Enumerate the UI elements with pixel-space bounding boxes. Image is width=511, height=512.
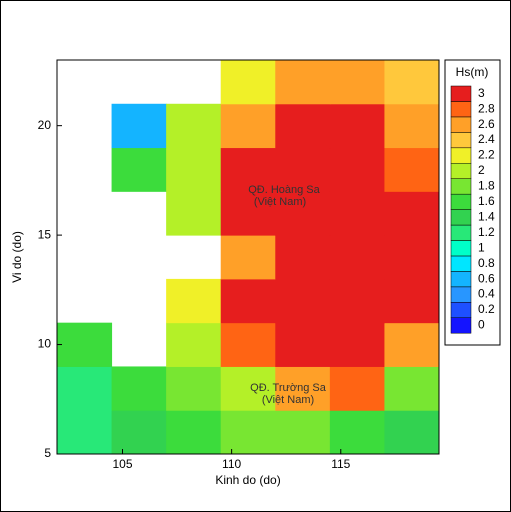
x-tick-label: 115 [331,457,350,471]
heat-cell [111,410,167,455]
colorbar-tick-label: 0.4 [478,287,495,301]
heat-cell [329,103,385,149]
annotation: (Việt Nam) [254,196,306,208]
colorbar-swatch [450,302,472,318]
heat-cell [384,103,440,149]
heat-cell [220,366,276,411]
colorbar-swatch [450,224,472,241]
heat-cell [384,366,440,411]
colorbar-tick-label: 2.8 [478,101,495,115]
heat-cell [166,103,222,149]
colorbar-tick-label: 0.2 [478,302,495,316]
y-tick-label: 5 [44,446,51,460]
colorbar-swatch [450,147,472,164]
heat-cell [384,278,440,324]
heat-cell [220,235,276,280]
colorbar-tick-label: 0 [478,318,485,332]
colorbar-swatch [450,132,472,149]
colorbar-swatch [450,271,472,288]
heat-cell [329,322,385,367]
heat-cell [220,410,276,455]
heat-cell [275,60,331,105]
colorbar-title: Hs(m) [456,65,489,79]
heat-cell [166,322,222,367]
heat-cell [166,278,222,324]
y-axis-label: Vi do (do) [10,231,24,283]
colorbar-swatch [450,178,472,195]
colorbar-tick-label: 2.4 [478,132,495,146]
heat-cell [384,322,440,367]
heat-cell [111,103,167,149]
x-axis-label: Kinh do (do) [215,473,280,487]
heat-cell [384,147,440,192]
colorbar-tick-label: 0.6 [478,271,495,285]
colorbar-swatch [450,317,472,334]
heat-cell [329,60,385,105]
x-tick-label: 110 [222,457,241,471]
heat-cell [220,60,276,105]
heat-cell [220,322,276,367]
colorbar-swatch [450,240,472,257]
heat-cell [275,191,331,236]
heat-cell [275,147,331,192]
plot-border [56,59,440,455]
heat-cell [220,278,276,324]
colorbar-swatch [450,193,472,210]
x-tick-label: 105 [112,457,132,471]
y-tick-label: 20 [38,118,52,132]
colorbar-swatch [450,209,472,226]
y-tick-label: 15 [38,227,52,241]
heat-cell [166,410,222,455]
heat-cell [57,410,113,455]
heat-cell [329,191,385,236]
heat-cell [329,278,385,324]
colorbar-swatch [450,255,472,272]
colorbar-tick-label: 2.6 [478,117,495,131]
heat-cell [166,191,222,236]
heat-cell [329,147,385,192]
annotation: QĐ. Trường Sa [250,382,327,394]
colorbar-tick-label: 2.2 [478,148,495,162]
heat-cell [275,235,331,280]
colorbar-tick-label: 1.2 [478,225,495,239]
heat-cell [220,147,276,192]
heat-cell [329,235,385,280]
y-tick-label: 10 [38,337,52,351]
colorbar-swatch [450,286,472,303]
heat-cell [384,191,440,236]
heat-cell [166,147,222,192]
heat-cell [166,366,222,411]
colorbar-tick-label: 1.6 [478,194,495,208]
colorbar-swatch [450,85,472,102]
heat-cell [275,366,331,411]
heat-cell [111,147,167,192]
heat-cell [57,366,113,411]
heat-cell [384,410,440,455]
heat-cell [57,322,113,367]
annotation: (Việt Nam) [262,394,314,406]
annotation: QĐ. Hoàng Sa [248,184,320,196]
heat-cell [384,60,440,105]
heat-cell [111,366,167,411]
colorbar-tick-label: 1.8 [478,179,495,193]
colorbar-tick-label: 0.8 [478,256,495,270]
heat-cell [275,278,331,324]
heat-cell [329,410,385,455]
heat-cell [384,235,440,280]
colorbar-tick-label: 1 [478,240,485,254]
colorbar-swatch [450,116,472,133]
colorbar-tick-label: 1.4 [478,209,495,223]
colorbar-swatch [450,101,472,118]
heat-cell [220,103,276,149]
colorbar-tick-label: 3 [478,86,485,100]
heat-cell [275,103,331,149]
heat-cell [220,191,276,236]
colorbar-swatch [450,163,472,179]
heat-cell [275,410,331,455]
heat-cell [275,322,331,367]
colorbar-tick-label: 2 [478,163,485,177]
heat-cell [329,366,385,411]
